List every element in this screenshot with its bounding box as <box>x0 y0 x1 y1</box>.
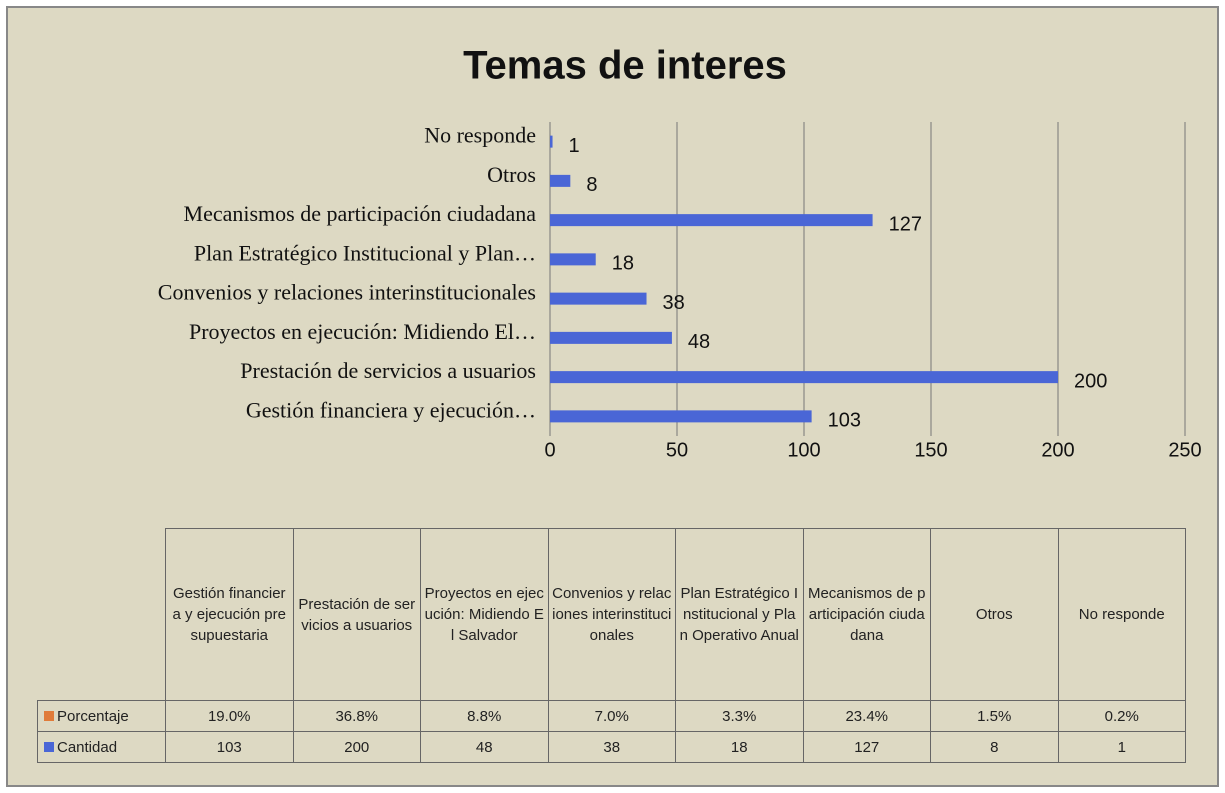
value-label: 103 <box>828 410 861 432</box>
value-label: 1 <box>569 135 580 157</box>
column-header: Mecanismos de participación ciudadana <box>802 528 931 701</box>
table-cell: 8.8% <box>420 700 549 732</box>
table-cell: 19.0% <box>165 700 294 732</box>
legend-key <box>44 741 54 752</box>
table-cell: 3.3% <box>675 700 804 732</box>
column-header: Otros <box>930 528 1059 701</box>
bar <box>550 174 571 187</box>
column-header: Gestión financiera y ejecución presupues… <box>165 528 294 701</box>
bar <box>550 331 672 344</box>
table-cell: 23.4% <box>802 700 931 732</box>
value-label: 38 <box>663 292 685 314</box>
bar <box>550 214 873 227</box>
value-label: 127 <box>889 213 922 235</box>
value-label: 8 <box>586 174 597 196</box>
bar <box>550 410 812 423</box>
legend-key <box>44 710 54 721</box>
x-tick-label: 250 <box>1168 439 1201 461</box>
table-cell: 38 <box>547 731 676 763</box>
legend-entry: Porcentaje <box>37 700 166 732</box>
data-table: Gestión financiera y ejecución presupues… <box>37 528 1186 763</box>
table-row: Porcentaje 19.0% 36.8% 8.8% 7.0% 3.3% 23.4% 1.5… <box>37 700 1186 732</box>
y-tick-label: No responde <box>424 123 536 148</box>
table-row: Cantidad 103 200 48 38 18 127 8 1 <box>37 731 1186 763</box>
bar <box>550 292 647 305</box>
x-tick-label: 50 <box>666 439 688 461</box>
table-cell: 103 <box>165 731 294 763</box>
table-cell: 36.8% <box>292 700 421 732</box>
column-header: Proyectos en ejecución: Midiendo El Salv… <box>420 528 549 701</box>
column-header: No responde <box>1057 528 1186 701</box>
x-tick-label: 150 <box>914 439 947 461</box>
legend-entry: Cantidad <box>37 731 166 763</box>
x-tick-label: 100 <box>787 439 820 461</box>
y-tick-label: Convenios y relaciones interinstituciona… <box>158 280 536 305</box>
legend-label: Porcentaje <box>57 707 129 725</box>
y-tick-label: Otros <box>487 162 536 187</box>
table-cell: 1 <box>1057 731 1186 763</box>
bar <box>550 253 596 266</box>
table-cell: 48 <box>420 731 549 763</box>
table-cell: 7.0% <box>547 700 676 732</box>
column-header: Prestación de servicios a usuarios <box>292 528 421 701</box>
y-tick-label: Plan Estratégico Institucional y Plan… <box>194 240 536 265</box>
column-header: Convenios y relaciones interinstituciona… <box>547 528 676 701</box>
legend-label: Cantidad <box>57 738 118 756</box>
table-cell: 127 <box>802 731 931 763</box>
table-cell: 0.2% <box>1057 700 1186 732</box>
y-tick-label: Gestión financiera y ejecución… <box>246 397 536 422</box>
bar <box>550 135 553 148</box>
table-cell: 1.5% <box>930 700 1059 732</box>
bar <box>550 371 1058 384</box>
value-label: 18 <box>612 253 634 275</box>
y-tick-label: Proyectos en ejecución: Midiendo El… <box>189 319 536 344</box>
value-label: 48 <box>688 331 710 353</box>
table-header-row: Gestión financiera y ejecución presupues… <box>37 528 1186 701</box>
table-cell: 18 <box>675 731 804 763</box>
x-tick-label: 0 <box>544 439 555 461</box>
table-cell: 200 <box>292 731 421 763</box>
chart-title: Temas de interes <box>463 44 787 88</box>
y-tick-label: Prestación de servicios a usuarios <box>240 358 536 383</box>
value-label: 200 <box>1074 370 1107 392</box>
y-tick-label: Mecanismos de participación ciudadana <box>184 201 537 226</box>
table-corner <box>37 528 166 701</box>
x-tick-label: 200 <box>1041 439 1074 461</box>
column-header: Plan Estratégico Institucional y Plan Op… <box>675 528 804 701</box>
table-cell: 8 <box>930 731 1059 763</box>
